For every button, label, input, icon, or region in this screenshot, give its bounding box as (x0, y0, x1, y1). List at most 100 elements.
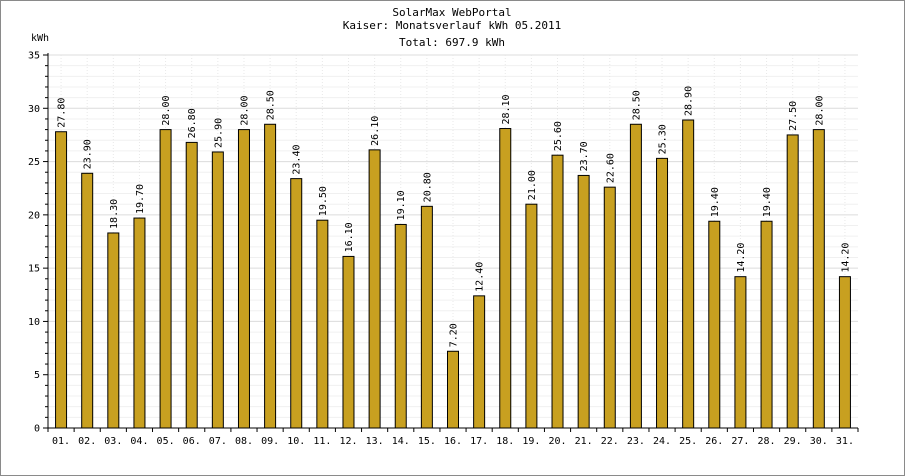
data-label: 28.90 (684, 86, 695, 116)
bar-10 (290, 178, 303, 429)
data-label: 18.30 (109, 199, 120, 229)
data-label: 27.80 (57, 98, 68, 128)
y-tick-label: 35 (28, 51, 40, 62)
bar-27 (734, 276, 747, 429)
data-label: 28.50 (631, 90, 642, 120)
bar-22 (603, 186, 616, 429)
x-tick-label: 16. (444, 436, 462, 447)
data-label: 20.80 (422, 172, 433, 202)
x-tick-label: 24. (653, 436, 671, 447)
data-label: 22.60 (605, 153, 616, 183)
data-label: 25.90 (213, 118, 224, 148)
x-tick-label: 21. (575, 436, 593, 447)
axes: 0 5 10 15 20 25 30 35 01. 02. 03. 04. 05. 06. 07. 08. 09… (28, 51, 859, 447)
bar-14 (394, 223, 407, 429)
data-label: 12.40 (475, 262, 486, 292)
bar-31 (838, 276, 851, 429)
data-label: 16.10 (344, 222, 355, 252)
bar-19 (525, 203, 538, 429)
data-label: 25.30 (658, 124, 669, 154)
x-tick-label: 04. (130, 436, 148, 447)
bar-12 (342, 255, 355, 429)
data-label: 14.20 (736, 243, 747, 273)
x-tick-label: 31. (836, 436, 854, 447)
bar-09 (264, 123, 277, 429)
bar-08 (237, 129, 250, 429)
bar-07 (211, 151, 224, 429)
x-tick-label: 28. (758, 436, 776, 447)
bar-01 (55, 131, 68, 429)
bar-21 (577, 174, 590, 429)
data-label: 19.40 (762, 187, 773, 217)
data-label: 19.70 (135, 184, 146, 214)
bar-02 (81, 172, 94, 429)
x-tick-label: 03. (104, 436, 122, 447)
bar-24 (656, 157, 669, 429)
data-label: 23.90 (83, 139, 94, 169)
bar-18 (499, 128, 512, 429)
y-tick-label: 15 (28, 264, 40, 275)
data-label: 26.10 (370, 116, 381, 146)
x-tick-label: 02. (78, 436, 96, 447)
x-tick-label: 08. (235, 436, 253, 447)
x-tick-label: 20. (548, 436, 566, 447)
x-tick-label: 29. (784, 436, 802, 447)
x-tick-label: 23. (627, 436, 645, 447)
data-label: 19.10 (396, 190, 407, 220)
data-label: 19.50 (318, 186, 329, 216)
x-tick-label: 14. (392, 436, 410, 447)
data-label: 25.60 (553, 121, 564, 151)
x-tick-label: 13. (366, 436, 384, 447)
y-tick-label: 30 (28, 104, 40, 115)
bar-28 (760, 220, 773, 429)
x-tick-label: 19. (522, 436, 540, 447)
y-tick-label: 5 (34, 370, 40, 381)
bar-13 (368, 149, 381, 429)
data-label: 28.10 (501, 94, 512, 124)
chart-title: SolarMax WebPortal (392, 6, 511, 19)
bar-23 (629, 123, 642, 429)
data-label: 23.40 (292, 145, 303, 175)
x-tick-label: 07. (209, 436, 227, 447)
data-label: 21.00 (527, 170, 538, 200)
x-tick-label: 06. (183, 436, 201, 447)
y-tick-label: 0 (34, 424, 40, 435)
bar-15 (420, 205, 433, 429)
x-tick-label: 11. (313, 436, 331, 447)
data-label: 28.00 (814, 95, 825, 125)
bar-16 (447, 350, 459, 429)
x-tick-label: 05. (157, 436, 175, 447)
bars: 27.80 23.90 18.30 19.70 28.00 26.80 25.90 28.00… (55, 86, 851, 429)
x-tick-label: 30. (810, 436, 828, 447)
y-tick-label: 20 (28, 210, 40, 221)
x-tick-label: 12. (339, 436, 357, 447)
bar-26 (708, 220, 721, 429)
y-axis-label: kWh (31, 33, 49, 44)
bar-05 (159, 129, 172, 429)
x-tick-label: 18. (496, 436, 514, 447)
x-tick-label: 26. (705, 436, 723, 447)
data-label: 28.50 (266, 90, 277, 120)
data-label: 28.00 (239, 95, 250, 125)
bar-04 (133, 217, 146, 429)
data-label: 28.00 (161, 95, 172, 125)
x-tick-label: 25. (679, 436, 697, 447)
x-tick-label: 17. (470, 436, 488, 447)
bar-20 (551, 154, 564, 429)
bar-30 (812, 129, 825, 429)
x-tick-label: 09. (261, 436, 279, 447)
y-tick-label: 25 (28, 157, 40, 168)
x-tick-label: 15. (418, 436, 436, 447)
data-label: 19.40 (710, 187, 721, 217)
bar-03 (107, 232, 120, 429)
data-label: 27.50 (788, 101, 799, 131)
bar-11 (316, 219, 329, 429)
bar-06 (185, 141, 198, 429)
bar-29 (786, 134, 799, 429)
chart-total: Total: 697.9 kWh (399, 36, 505, 49)
x-tick-label: 22. (601, 436, 619, 447)
bar-17 (473, 295, 486, 429)
x-tick-label: 10. (287, 436, 305, 447)
